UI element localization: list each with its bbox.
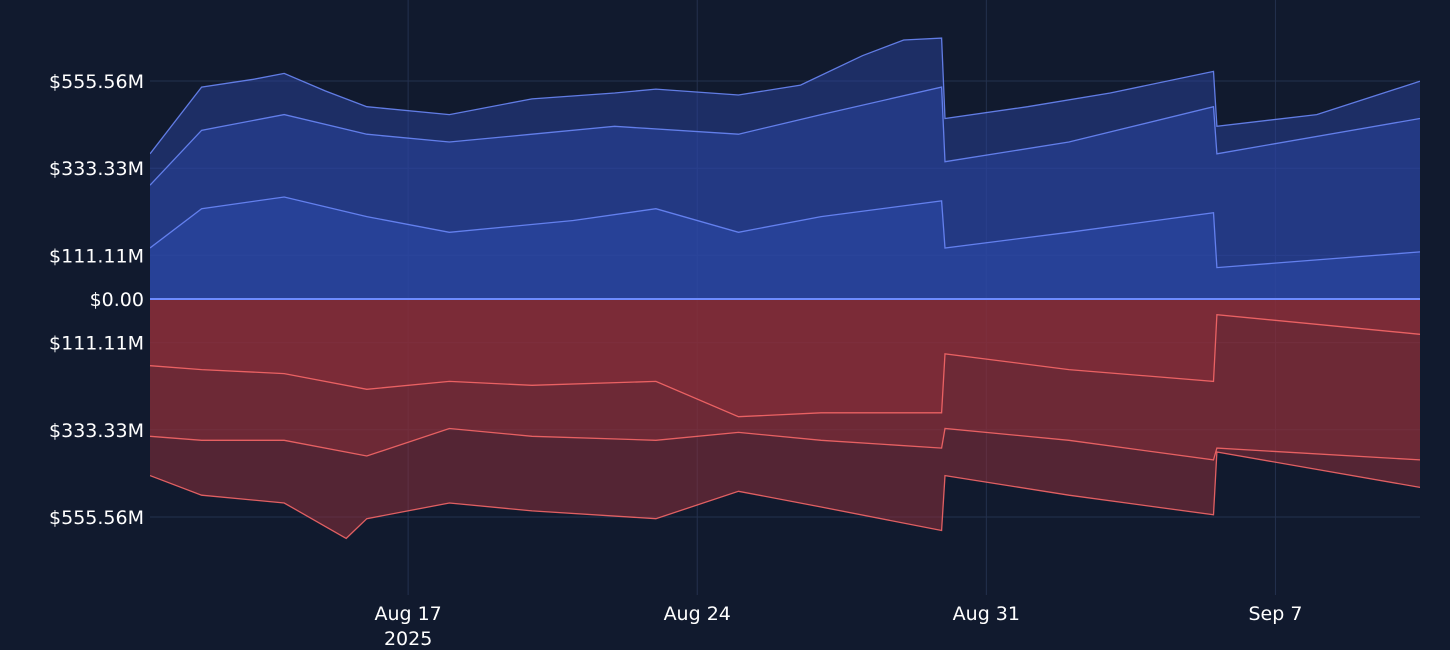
y-tick-label: $555.56M (49, 507, 144, 529)
y-axis: $555.56M $333.33M $111.11M $0.00 $111.11M $33… (49, 71, 144, 529)
lower-series-line-1 (150, 451, 1420, 540)
upper-areas (150, 38, 1420, 299)
x-tick-label: Aug 24 (664, 603, 731, 625)
y-tick-label: $111.11M (49, 245, 144, 267)
lower-series-line-2 (150, 427, 1420, 461)
x-tick-sublabel: 2025 (384, 628, 432, 650)
upper-area-3 (150, 197, 1420, 299)
upper-series-line-3 (150, 196, 1420, 269)
upper-series-line-2 (150, 86, 1420, 186)
x-axis: Aug 17 2025 Aug 24 Aug 31 Sep 7 (374, 603, 1302, 650)
upper-lines (150, 37, 1420, 269)
lower-area-3 (150, 299, 1420, 417)
y-tick-label: $333.33M (49, 158, 144, 180)
y-tick-label: $555.56M (49, 71, 144, 93)
x-tick-label: Aug 31 (953, 603, 1020, 625)
lower-areas (150, 299, 1420, 539)
upper-series-line-1 (150, 37, 1420, 155)
x-tick-label: Aug 17 (374, 603, 441, 625)
lower-area-2 (150, 299, 1420, 460)
y-tick-label: $111.11M (49, 333, 144, 355)
x-tick-label: Sep 7 (1248, 603, 1302, 625)
lower-area-1 (150, 299, 1420, 539)
lower-series-line-3 (150, 313, 1420, 418)
lower-lines (150, 313, 1420, 540)
y-tick-label: $333.33M (49, 420, 144, 442)
y-tick-label: $0.00 (90, 289, 144, 311)
